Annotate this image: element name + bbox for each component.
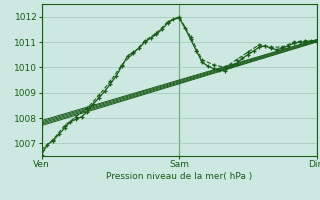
X-axis label: Pression niveau de la mer( hPa ): Pression niveau de la mer( hPa ) <box>106 172 252 181</box>
